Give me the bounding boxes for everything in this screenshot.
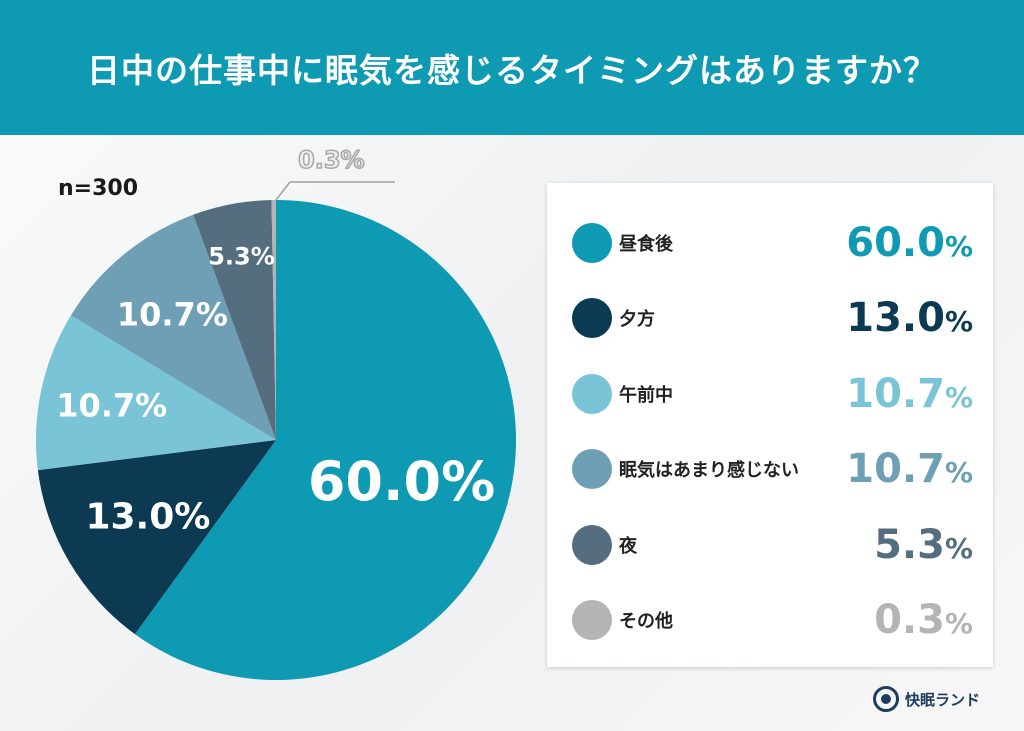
- legend-item: 眠気はあまり感じない 10.7%: [547, 439, 993, 499]
- legend-swatch: [572, 223, 612, 263]
- legend-value: 13.0%: [846, 295, 973, 341]
- slice-label: 5.3%: [208, 243, 275, 271]
- pie-slice: [134, 200, 516, 680]
- legend-item: 昼食後 60.0%: [547, 213, 993, 273]
- legend-value: 10.7%: [846, 446, 973, 492]
- legend-swatch: [572, 600, 612, 640]
- legend-label: 夕方: [619, 309, 655, 330]
- legend-value: 5.3%: [874, 522, 973, 568]
- legend-value: 0.3%: [874, 597, 973, 643]
- logo-text: 快眠ランド: [905, 690, 981, 709]
- sample-size-label: n=300: [58, 176, 139, 201]
- slice-label: 60.0%: [308, 450, 495, 513]
- legend-item: 夕方 13.0%: [547, 288, 993, 348]
- legend-swatch: [572, 449, 612, 489]
- legend-swatch: [572, 525, 612, 565]
- pie-slice: [36, 315, 277, 471]
- pie-slice: [193, 200, 276, 440]
- legend-swatch: [572, 298, 612, 338]
- logo-icon: [873, 686, 899, 712]
- legend-label: 昼食後: [619, 234, 673, 255]
- pie-slice: [70, 214, 276, 440]
- slice-label: 10.7%: [117, 295, 228, 333]
- legend-label: 眠気はあまり感じない: [619, 460, 799, 481]
- slice-label: 13.0%: [85, 497, 210, 538]
- legend-label: 夜: [619, 536, 637, 557]
- slice-label: 10.7%: [56, 386, 167, 424]
- legend-value: 60.0%: [846, 220, 973, 266]
- pie-slice: [37, 440, 276, 635]
- legend-label: その他: [619, 611, 673, 632]
- pie-slices: [36, 200, 516, 680]
- legend-label: 午前中: [619, 385, 673, 406]
- leader-line: [275, 181, 395, 201]
- legend-item: 夜 5.3%: [547, 515, 993, 575]
- legend-swatch: [572, 374, 612, 414]
- pie-slice-labels: 60.0% 13.0% 10.7% 10.7% 5.3%: [56, 243, 495, 538]
- pie-slice: [271, 200, 276, 440]
- legend-value: 10.7%: [846, 371, 973, 417]
- legend-item: その他 0.3%: [547, 590, 993, 650]
- chart-title: 日中の仕事中に眠気を感じるタイミングはありますか？: [87, 50, 937, 90]
- legend-panel: 昼食後 60.0% 夕方 13.0% 午前中 10.7% 眠気はあまり感じない …: [547, 183, 993, 667]
- legend-item: 午前中 10.7%: [547, 364, 993, 424]
- slice-label-other: 0.3%: [297, 145, 365, 175]
- brand-logo: 快眠ランド: [873, 686, 980, 712]
- header-banner: 日中の仕事中に眠気を感じるタイミングはありますか？: [0, 0, 1024, 135]
